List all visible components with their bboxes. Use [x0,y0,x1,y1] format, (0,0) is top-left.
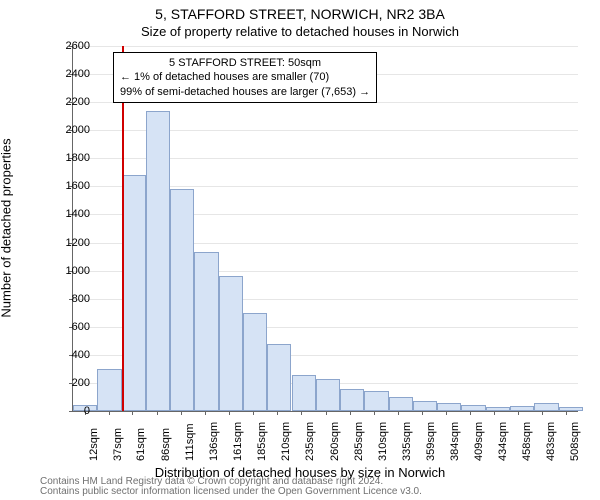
y-tick-label: 1800 [50,152,90,164]
y-tick-label: 2600 [50,40,90,52]
y-tick-label: 1400 [50,208,90,220]
x-tick-label: 260sqm [329,422,341,461]
x-tick-mark [446,411,447,415]
x-tick-label: 235sqm [304,422,316,461]
y-tick-label: 600 [50,321,90,333]
histogram-bar [437,403,461,411]
x-tick-mark [470,411,471,415]
x-tick-label: 508sqm [569,422,581,461]
x-tick-label: 409sqm [473,422,485,461]
x-tick-label: 434sqm [497,422,509,461]
x-tick-mark [326,411,327,415]
histogram-bar [194,252,218,411]
x-tick-mark [422,411,423,415]
histogram-bar [146,111,170,411]
histogram-bar [510,406,534,411]
histogram-bar [267,344,291,411]
x-tick-mark [132,411,133,415]
histogram-bar [219,276,243,411]
marker-info-box: 5 STAFFORD STREET: 50sqm ← 1% of detache… [113,52,377,103]
x-tick-label: 161sqm [232,422,244,461]
x-tick-mark [301,411,302,415]
x-tick-mark [277,411,278,415]
y-tick-label: 1200 [50,237,90,249]
histogram-bar [389,397,413,411]
x-tick-label: 384sqm [449,422,461,461]
histogram-bar [486,407,510,411]
x-tick-label: 359sqm [425,422,437,461]
info-line-2: ← 1% of detached houses are smaller (70) [120,70,370,84]
x-tick-mark [518,411,519,415]
x-tick-mark [229,411,230,415]
chart-container: 5, STAFFORD STREET, NORWICH, NR2 3BA Siz… [0,0,600,500]
y-axis-label: Number of detached properties [0,138,14,317]
footer-attribution: Contains HM Land Registry data © Crown c… [40,477,422,497]
y-tick-label: 2200 [50,96,90,108]
plot-area: 5 STAFFORD STREET: 50sqm ← 1% of detache… [72,46,578,412]
histogram-bar [413,401,437,411]
info-line-1: 5 STAFFORD STREET: 50sqm [120,56,370,70]
footer-line-2: Contains public sector information licen… [40,486,422,497]
y-tick-label: 0 [50,405,90,417]
info-line-3: 99% of semi-detached houses are larger (… [120,85,370,99]
histogram-bar [122,175,146,411]
y-tick-label: 1000 [50,265,90,277]
chart-subtitle: Size of property relative to detached ho… [0,24,600,39]
histogram-bar [97,369,121,411]
histogram-bar [340,389,364,411]
x-tick-mark [494,411,495,415]
x-tick-mark [350,411,351,415]
histogram-bar [534,403,558,411]
x-tick-label: 111sqm [184,423,196,461]
x-tick-mark [542,411,543,415]
chart-title: 5, STAFFORD STREET, NORWICH, NR2 3BA [0,6,600,22]
histogram-bar [243,313,267,411]
x-tick-label: 185sqm [256,422,268,461]
x-tick-label: 86sqm [160,428,172,461]
x-tick-mark [181,411,182,415]
y-tick-label: 800 [50,293,90,305]
x-tick-mark [566,411,567,415]
x-tick-mark [109,411,110,415]
histogram-bar [316,379,340,411]
x-tick-label: 335sqm [401,422,413,461]
y-tick-label: 2400 [50,68,90,80]
x-tick-mark [205,411,206,415]
histogram-bar [170,189,194,411]
x-tick-label: 483sqm [545,422,557,461]
x-tick-label: 285sqm [353,422,365,461]
x-tick-label: 37sqm [112,428,124,461]
x-tick-label: 310sqm [377,422,389,461]
y-tick-label: 2000 [50,124,90,136]
x-tick-label: 12sqm [88,428,100,461]
histogram-bar [292,375,316,412]
x-tick-label: 136sqm [208,422,220,461]
histogram-bar [559,407,583,411]
x-tick-mark [253,411,254,415]
x-tick-mark [157,411,158,415]
x-tick-mark [398,411,399,415]
x-tick-mark [374,411,375,415]
y-tick-label: 400 [50,349,90,361]
x-tick-label: 61sqm [135,428,147,461]
x-tick-label: 458sqm [521,422,533,461]
histogram-bar [461,405,485,411]
y-tick-label: 1600 [50,180,90,192]
x-tick-label: 210sqm [280,422,292,461]
y-tick-label: 200 [50,377,90,389]
gridline [73,46,578,47]
histogram-bar [364,391,388,411]
